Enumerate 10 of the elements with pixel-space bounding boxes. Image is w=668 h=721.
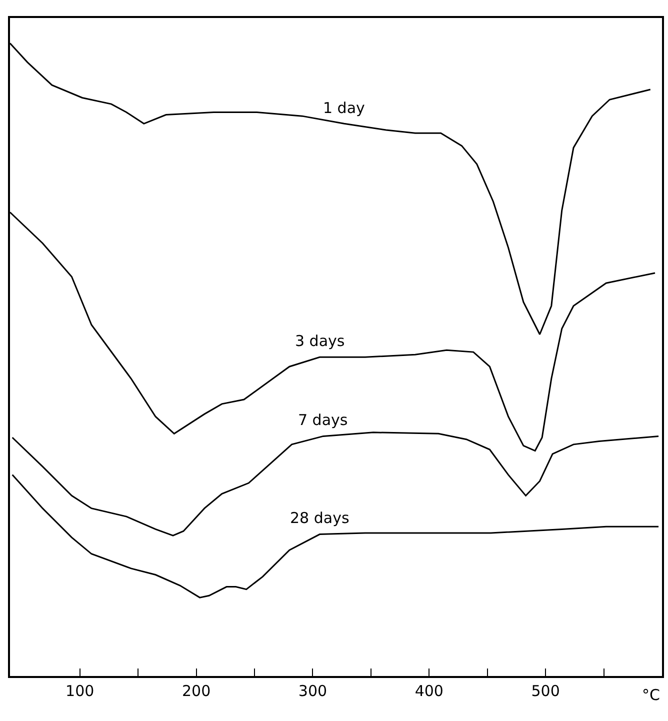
series-label: 1 day <box>323 99 366 117</box>
x-tick-label: 200 <box>182 682 211 700</box>
x-tick-label: 300 <box>298 682 328 700</box>
series-label: 7 days <box>298 411 348 429</box>
x-axis-title: °C <box>642 686 660 704</box>
x-tick-label: 400 <box>414 682 444 700</box>
x-tick-label: 100 <box>66 682 94 700</box>
series-label: 28 days <box>290 509 350 527</box>
x-tick-label: 500 <box>531 682 560 700</box>
series-label: 3 days <box>295 332 345 350</box>
